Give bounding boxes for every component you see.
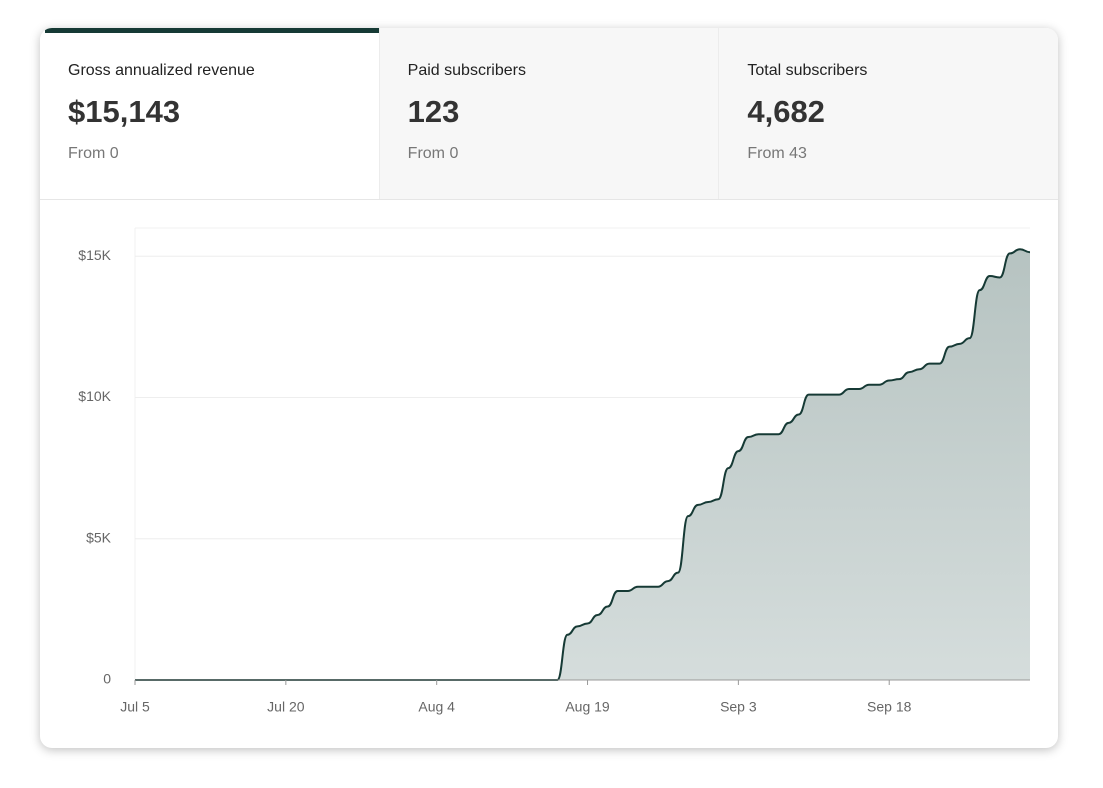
tab[interactable]: Gross annualized revenue $15,143 From 0 (40, 28, 379, 199)
y-tick-label: $10K (78, 388, 111, 404)
tab-value: $15,143 (68, 94, 181, 129)
area (135, 249, 1030, 680)
y-tick-label: $5K (86, 529, 112, 545)
tabs: Gross annualized revenue $15,143 From 0 … (40, 28, 1058, 200)
y-tick-label: $15K (78, 247, 111, 263)
x-tick-label: Sep 3 (720, 699, 757, 715)
tab-sub: From 0 (407, 145, 459, 162)
x-tick-label: Jul 20 (267, 699, 305, 715)
tab-sub: From 0 (68, 145, 119, 162)
x-tick-label: Jul 5 (120, 699, 150, 715)
x-tick-label: Sep 18 (867, 699, 912, 715)
tab-label: Gross annualized revenue (68, 62, 255, 79)
tab-value: 4,682 (747, 94, 825, 129)
x-tick-label: Aug 4 (418, 699, 455, 715)
tab-label: Total subscribers (747, 62, 868, 79)
tab-value: 123 (407, 94, 460, 129)
tab[interactable]: Paid subscribers 123 From 0 (378, 28, 719, 199)
x-tick-label: Aug 19 (565, 699, 610, 715)
tab-label: Paid subscribers (407, 62, 526, 79)
tab-sub: From 43 (747, 145, 807, 162)
tab[interactable]: Total subscribers 4,682 From 43 (718, 28, 1058, 199)
y-tick-label: 0 (103, 671, 111, 687)
